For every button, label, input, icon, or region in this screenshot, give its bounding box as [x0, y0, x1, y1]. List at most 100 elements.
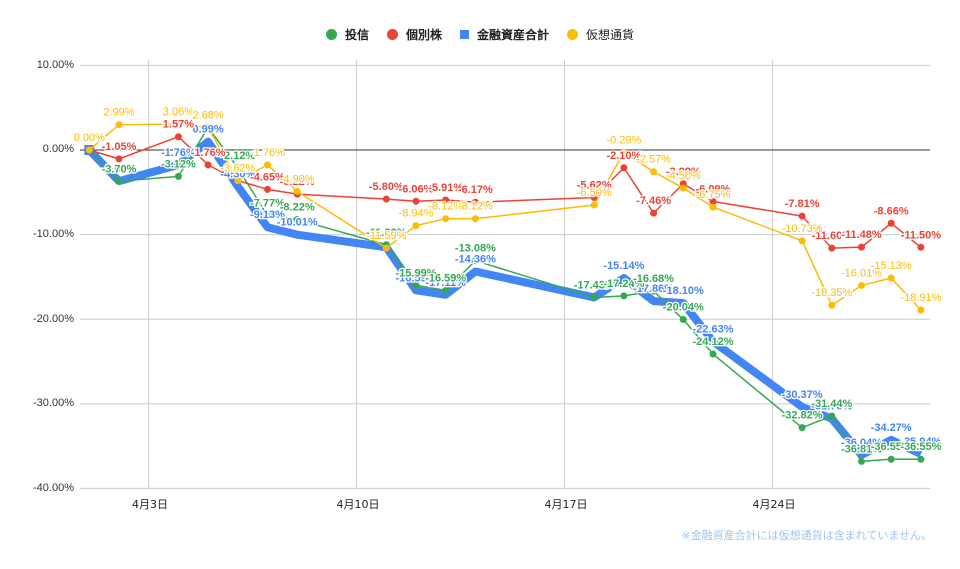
data-point — [590, 201, 598, 209]
data-label: -36.81% — [841, 443, 882, 455]
data-label: -8.94% — [399, 208, 434, 220]
data-point — [264, 185, 271, 193]
data-label: -24.12% — [693, 336, 734, 348]
data-point — [887, 455, 895, 463]
legend-label: 投信 — [344, 28, 369, 42]
data-label: 1.57% — [163, 119, 194, 131]
data-point — [887, 274, 895, 282]
data-label: -0.29% — [606, 134, 641, 146]
data-point — [382, 244, 390, 252]
data-label: -16.59% — [425, 272, 466, 284]
data-label: 2.68% — [192, 109, 223, 121]
data-point — [679, 316, 687, 324]
data-point — [293, 216, 301, 224]
data-label: -8.12% — [458, 201, 493, 213]
data-label: 2.68% — [192, 109, 223, 121]
data-point — [174, 172, 182, 180]
data-point — [293, 187, 301, 195]
data-point — [620, 292, 628, 300]
data-label: -4.90% — [280, 173, 315, 185]
data-label: 0.00% — [74, 132, 105, 144]
data-label: -10.73% — [782, 223, 823, 235]
data-label: -7.81% — [785, 198, 820, 210]
data-point — [858, 281, 865, 289]
data-point — [917, 455, 925, 463]
data-point — [828, 412, 836, 420]
data-label: -2.12% — [220, 150, 255, 162]
data-label: -8.66% — [874, 205, 909, 217]
legend-label: 金融資産合計 — [477, 28, 550, 42]
data-label: -5.91% — [428, 182, 463, 194]
legend-item-kinyu-shisan-goukei[interactable]: 金融資産合計 — [460, 26, 549, 43]
data-point — [679, 184, 687, 192]
data-label: -4.30% — [220, 168, 255, 180]
data-label: -15.14% — [603, 260, 644, 272]
circle-icon — [386, 29, 398, 40]
data-label: -35.94% — [900, 436, 941, 448]
data-point — [442, 215, 450, 223]
data-label: -11.60% — [812, 230, 853, 242]
data-labels: 0.00% -3.68% -1.76% 0.99% -4.30% -9.13%-10.01… — [72, 105, 942, 457]
data-label: 2.99% — [103, 107, 134, 119]
data-label: -22.63% — [693, 323, 734, 335]
data-label: -15.99% — [396, 267, 437, 279]
data-label: -6.06% — [399, 183, 434, 195]
data-point — [590, 293, 598, 301]
data-point — [917, 243, 925, 251]
data-label: -3.12% — [161, 158, 196, 170]
data-label: 0.00% — [74, 132, 105, 144]
data-point — [858, 457, 865, 465]
data-point — [798, 212, 806, 220]
data-point — [264, 212, 271, 220]
data-label: -11.59% — [366, 230, 406, 242]
data-label: -17.43% — [574, 279, 615, 291]
data-point — [828, 244, 836, 252]
data-point — [798, 237, 806, 245]
data-label: -34.27% — [871, 422, 912, 434]
data-point — [471, 257, 479, 265]
y-tick-label: -10.00% — [33, 228, 74, 240]
data-point — [590, 194, 598, 202]
legend-item-kasou-tsuuka[interactable]: 仮想通貨 — [567, 26, 634, 43]
data-point — [264, 161, 271, 169]
data-point — [620, 148, 628, 156]
y-tick-label: -20.00% — [33, 313, 74, 325]
data-point — [709, 203, 717, 211]
data-label: 3.06% — [163, 106, 194, 118]
data-point — [650, 168, 658, 176]
data-label: -18.91% — [900, 292, 941, 304]
data-label: -1.76% — [250, 147, 285, 159]
y-tick-label: 0.00% — [42, 143, 74, 155]
data-label: -14.36% — [455, 253, 496, 265]
data-label: -1.05% — [102, 141, 137, 153]
data-point — [234, 164, 242, 172]
legend-item-kobetsukabu[interactable]: 個別株 — [386, 26, 442, 43]
data-label: -8.12% — [428, 201, 463, 213]
data-label: 0.00% — [74, 132, 105, 144]
data-point — [85, 146, 93, 154]
legend-item-toshin[interactable]: 投信 — [325, 26, 369, 43]
data-point — [442, 196, 450, 204]
data-label: -16.59% — [396, 272, 437, 284]
data-point — [828, 301, 836, 309]
data-point — [115, 155, 123, 163]
x-tick-label: 4月10日 — [336, 498, 380, 511]
data-label: -6.09% — [696, 184, 731, 196]
data-label: -16.68% — [633, 273, 674, 285]
data-point — [620, 164, 628, 172]
data-label: -3.62% — [220, 163, 255, 175]
data-point — [382, 195, 390, 203]
data-label: -1.76% — [161, 147, 196, 159]
series-lines — [84, 120, 925, 465]
y-tick-label: -30.00% — [33, 397, 74, 409]
data-label: -32.82% — [782, 410, 823, 422]
data-label: -2.10% — [606, 150, 641, 162]
data-point — [412, 222, 420, 230]
data-point — [471, 215, 479, 223]
legend: 投信 個別株 金融資産合計 仮想通貨 — [0, 26, 960, 43]
data-label: -5.62% — [577, 180, 612, 192]
data-label: -6.50% — [577, 187, 612, 199]
data-label: -36.55% — [871, 441, 912, 453]
data-point — [204, 161, 212, 169]
y-tick-label: 10.00% — [36, 59, 74, 71]
